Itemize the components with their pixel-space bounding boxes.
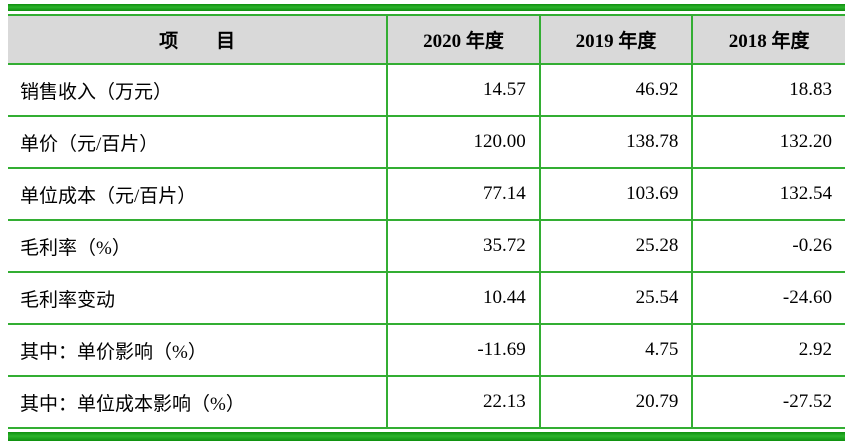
column-header-year-2019: 2019 年度 (538, 15, 693, 65)
row-value: 138.78 (538, 116, 693, 169)
row-value: 77.14 (386, 168, 540, 221)
row-value: 2.92 (691, 324, 845, 377)
table-row: 单价（元/百片） 120.00 138.78 132.20 (8, 116, 845, 169)
table-bottom-thick-border (8, 432, 845, 441)
row-value: 22.13 (386, 376, 540, 428)
table-row: 销售收入（万元） 14.57 46.92 18.83 (8, 64, 845, 117)
row-value: -24.60 (691, 272, 845, 325)
row-value: -27.52 (691, 376, 845, 428)
row-label: 单位成本（元/百片） (8, 168, 388, 221)
table-header-row: 项 目 2020 年度 2019 年度 2018 年度 (8, 15, 845, 65)
row-value: 132.20 (691, 116, 845, 169)
row-value: 10.44 (386, 272, 540, 325)
table-row: 毛利率变动 10.44 25.54 -24.60 (8, 272, 845, 325)
row-value: 46.92 (538, 64, 693, 117)
table-row: 其中：单位成本影响（%） 22.13 20.79 -27.52 (8, 376, 845, 428)
row-label: 毛利率变动 (8, 272, 388, 325)
table-row: 毛利率（%） 35.72 25.28 -0.26 (8, 220, 845, 273)
data-table: 项 目 2020 年度 2019 年度 2018 年度 销售收入（万元） 14.57 46… (8, 14, 845, 429)
row-label: 单价（元/百片） (8, 116, 388, 169)
row-value: 120.00 (386, 116, 540, 169)
row-value: 18.83 (691, 64, 845, 117)
row-value: 35.72 (386, 220, 540, 273)
column-header-item: 项 目 (8, 15, 388, 65)
row-value: 25.28 (538, 220, 693, 273)
table-bottom-border-gap (8, 429, 845, 432)
row-value: 20.79 (538, 376, 693, 428)
table-top-border-gap (8, 11, 845, 14)
column-header-year-2020: 2020 年度 (386, 15, 540, 65)
row-label: 毛利率（%） (8, 220, 388, 273)
row-value: -0.26 (691, 220, 845, 273)
table-top-thick-border (8, 4, 845, 11)
row-value: 103.69 (538, 168, 693, 221)
financial-table: 项 目 2020 年度 2019 年度 2018 年度 销售收入（万元） 14.57 46… (8, 4, 845, 441)
table-row: 其中：单价影响（%） -11.69 4.75 2.92 (8, 324, 845, 377)
row-value: 14.57 (386, 64, 540, 117)
table-row: 单位成本（元/百片） 77.14 103.69 132.54 (8, 168, 845, 221)
row-value: 4.75 (538, 324, 693, 377)
row-value: -11.69 (386, 324, 540, 377)
column-header-year-2018: 2018 年度 (691, 15, 845, 65)
row-label: 销售收入（万元） (8, 64, 388, 117)
row-value: 132.54 (691, 168, 845, 221)
row-label: 其中：单位成本影响（%） (8, 376, 388, 428)
row-value: 25.54 (538, 272, 693, 325)
row-label: 其中：单价影响（%） (8, 324, 388, 377)
